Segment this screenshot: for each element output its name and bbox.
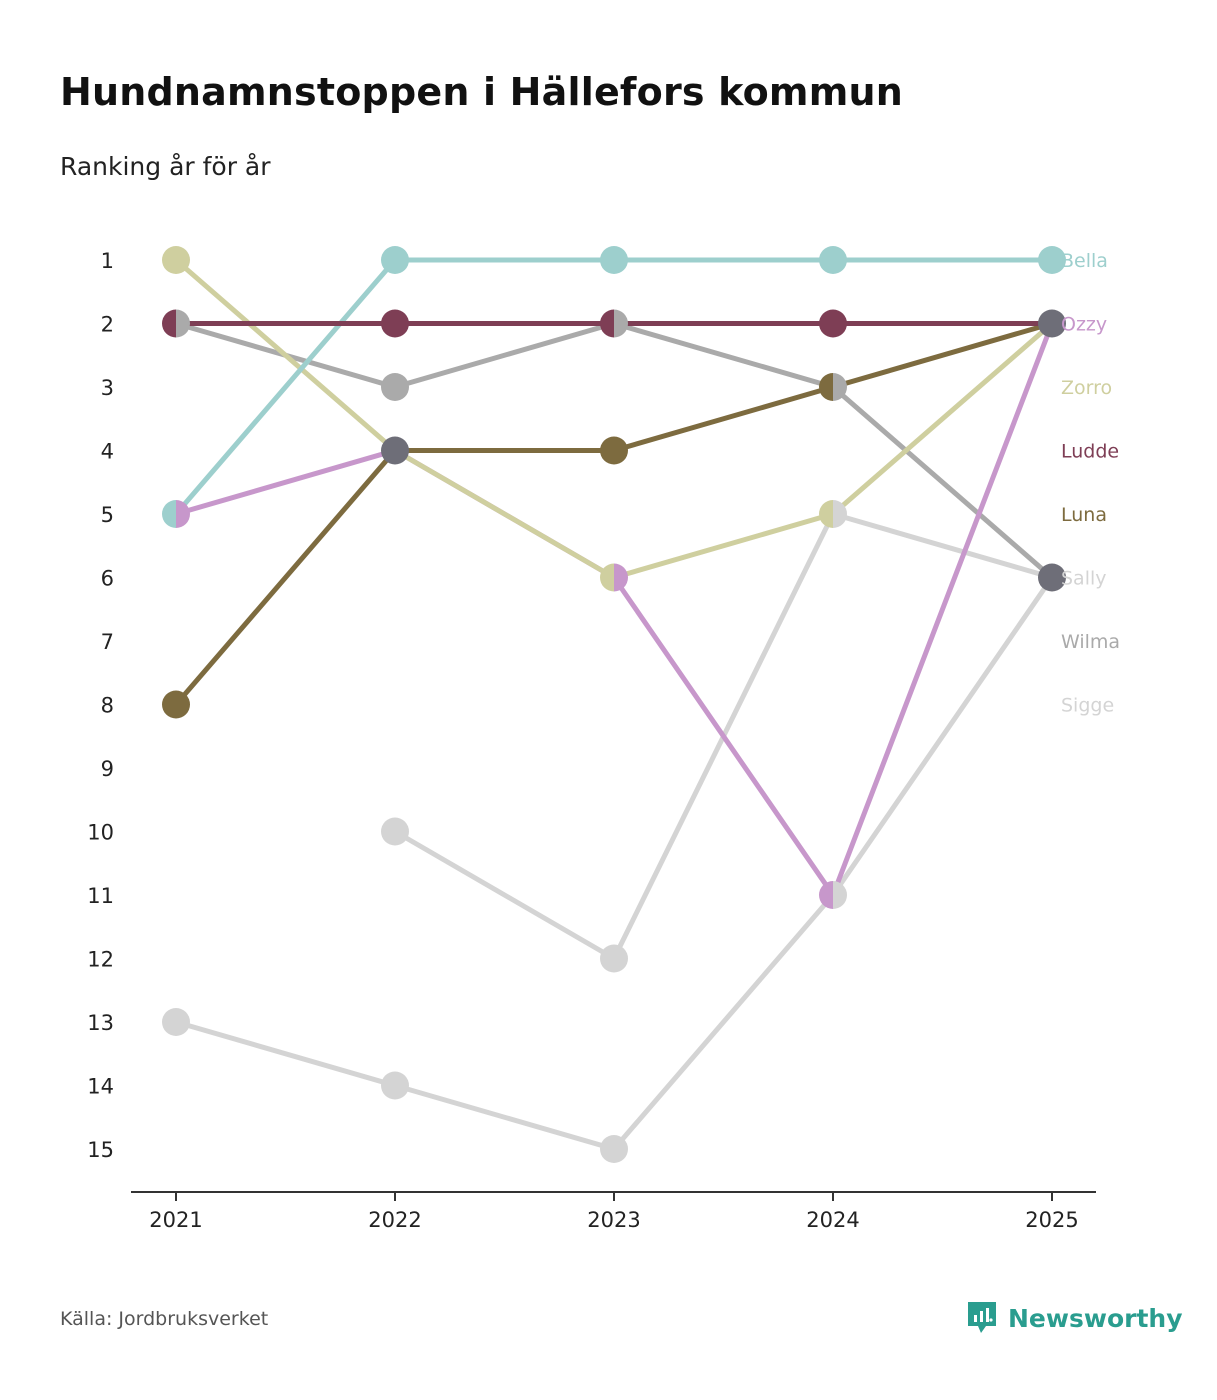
point-sally-zorro-2024[interactable] <box>819 500 847 528</box>
point-half-wilma <box>833 373 847 401</box>
y-tick-label: 4 <box>101 440 114 464</box>
legend-label-sigge: Sigge <box>1061 695 1114 717</box>
point-half-wilma <box>176 309 191 338</box>
x-tick-label: 2022 <box>368 1208 421 1232</box>
point-half-zorro <box>819 500 833 528</box>
y-tick-label: 13 <box>87 1011 114 1035</box>
point-half-ludde <box>600 309 614 338</box>
y-tick-label: 7 <box>101 630 114 654</box>
y-tick-label: 15 <box>87 1138 114 1162</box>
y-tick-label: 8 <box>101 694 114 718</box>
point-half-luna <box>819 373 833 401</box>
legend-label-wilma: Wilma <box>1061 631 1120 653</box>
point-half-sigge <box>833 881 847 909</box>
point-half-zorro <box>600 563 614 592</box>
legend-label-luna: Luna <box>1061 504 1107 526</box>
point-shared-2022-rank-4[interactable] <box>381 436 409 465</box>
point-shared-2025-rank-6[interactable] <box>1038 563 1066 592</box>
legend-label-ludde: Ludde <box>1061 441 1119 463</box>
legend-label-ozzy: Ozzy <box>1061 314 1107 336</box>
point-sigge-2021[interactable] <box>162 1008 190 1036</box>
point-wilma-luna-2024[interactable] <box>819 373 847 401</box>
series-line-zorro <box>174 258 1054 580</box>
point-wilma-ludde-2021[interactable] <box>162 309 191 338</box>
point-bella-2024[interactable] <box>819 246 847 274</box>
point-sally-2022[interactable] <box>381 817 409 846</box>
point-half-ozzy <box>176 500 190 528</box>
series-line-ozzy <box>175 322 1055 898</box>
legend-label-zorro: Zorro <box>1061 377 1112 399</box>
brand-logo[interactable]: Newsworthy <box>966 1300 1183 1336</box>
y-tick-label: 10 <box>87 821 114 845</box>
legend-label-bella: Bella <box>1061 250 1108 272</box>
x-tick-label: 2021 <box>149 1208 202 1232</box>
legend: Bella Ozzy Zorro Ludde Luna Sally Wilma Sigge <box>1061 250 1120 717</box>
point-zorro-2021[interactable] <box>162 246 190 274</box>
point-ludde-2024[interactable] <box>819 309 847 338</box>
y-tick-label: 6 <box>101 567 114 591</box>
series-lines <box>174 257 1055 1152</box>
newsworthy-logo-icon <box>968 1302 996 1333</box>
chart-title: Hundnamnstoppen i Hällefors kommun <box>60 70 904 114</box>
series-line-luna <box>174 321 1053 707</box>
series-points <box>162 246 1066 1163</box>
point-ozzy-bella-2021[interactable] <box>162 500 190 528</box>
y-tick-label: 5 <box>101 503 114 527</box>
y-tick-label: 9 <box>101 757 114 781</box>
point-sigge-2023[interactable] <box>600 1135 628 1163</box>
point-half-ozzy <box>614 563 628 592</box>
legend-label-sally: Sally <box>1061 568 1107 590</box>
point-luna-2023[interactable] <box>600 436 628 465</box>
point-half-ozzy <box>819 881 833 909</box>
y-tick-label: 14 <box>87 1075 114 1099</box>
point-half-ludde <box>162 309 176 338</box>
point-bella-2022[interactable] <box>381 246 409 274</box>
point-sigge-2022[interactable] <box>381 1071 409 1100</box>
brand-name: Newsworthy <box>1008 1303 1183 1333</box>
point-bella-2025[interactable] <box>1038 246 1066 274</box>
point-ludde-2022[interactable] <box>381 309 409 338</box>
point-half-wilma <box>614 309 628 338</box>
point-ozzy-zorro-2023[interactable] <box>600 563 628 592</box>
x-axis: 2021 2022 2023 2024 2025 <box>131 1191 1096 1232</box>
x-tick-label: 2023 <box>587 1208 640 1232</box>
point-sally-2023[interactable] <box>600 944 628 973</box>
y-tick-label: 12 <box>87 948 114 972</box>
chart-subtitle: Ranking år för år <box>60 152 271 181</box>
point-shared-2025-rank-2[interactable] <box>1038 309 1066 338</box>
y-tick-label: 2 <box>101 313 114 337</box>
y-tick-label: 11 <box>87 884 114 908</box>
point-sigge-ozzy-2024[interactable] <box>819 881 847 909</box>
point-luna-2021[interactable] <box>162 690 190 719</box>
x-tick-label: 2025 <box>1025 1208 1078 1232</box>
x-tick-label: 2024 <box>806 1208 859 1232</box>
point-bella-2023[interactable] <box>600 246 628 274</box>
point-wilma-2022[interactable] <box>381 373 409 401</box>
y-tick-label: 1 <box>101 249 114 273</box>
point-half-sally <box>833 500 847 528</box>
y-tick-label: 3 <box>101 376 114 400</box>
point-wilma-ludde-2023[interactable] <box>600 309 628 338</box>
point-half-bella <box>162 500 176 528</box>
source-note: Källa: Jordbruksverket <box>60 1308 269 1330</box>
